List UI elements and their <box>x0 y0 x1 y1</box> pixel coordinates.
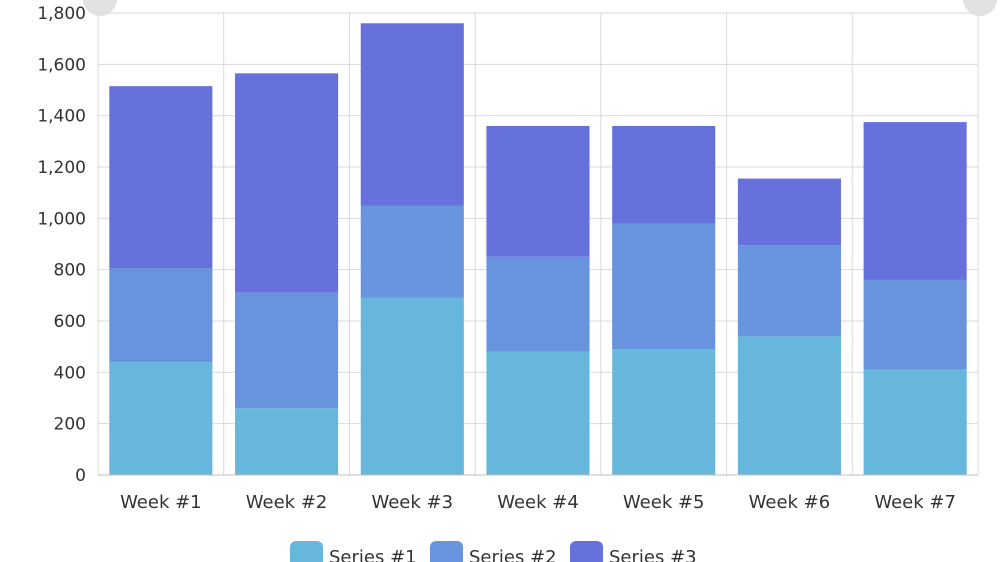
y-tick-label: 800 <box>54 261 86 281</box>
x-tick-label: Week #6 <box>749 492 831 513</box>
x-tick-label: Week #3 <box>371 492 453 513</box>
bar-series-3-1[interactable] <box>109 86 213 269</box>
y-tick-label: 1,000 <box>37 209 86 229</box>
x-tick-label: Week #7 <box>874 492 956 513</box>
bar-series-2-3[interactable] <box>360 205 464 298</box>
y-tick-label: 200 <box>54 415 86 435</box>
bar-series-2-2[interactable] <box>235 292 339 409</box>
y-tick-label: 1,400 <box>37 107 86 127</box>
y-tick-label: 600 <box>54 312 86 332</box>
bar-series-3-7[interactable] <box>863 122 967 280</box>
axes: 0 200 400 600 800 1,000 1,200 1,400 1,600 1,800 We… <box>37 4 978 513</box>
legend-label: Series #2 <box>469 547 557 562</box>
bar-series-1-2[interactable] <box>235 408 339 475</box>
bar-series-1-1[interactable] <box>109 362 213 475</box>
bar-series-2-6[interactable] <box>737 245 841 337</box>
x-tick-label: Week #4 <box>497 492 579 513</box>
bar-series-1-4[interactable] <box>486 351 590 475</box>
legend-swatch <box>570 541 603 562</box>
bar-series-2-7[interactable] <box>863 279 967 370</box>
bar-series-3-4[interactable] <box>486 125 590 257</box>
bar-series-1-5[interactable] <box>612 349 716 475</box>
legend-swatch <box>290 541 323 562</box>
x-tick-label: Week #5 <box>623 492 705 513</box>
legend-item[interactable]: Series #1 <box>290 541 417 562</box>
bar-series-3-6[interactable] <box>737 178 841 246</box>
legend-item[interactable]: Series #3 <box>570 541 697 562</box>
bar-series-3-2[interactable] <box>235 73 339 293</box>
y-tick-label: 1,200 <box>37 158 86 178</box>
legend-swatch <box>430 541 463 562</box>
bar-series-1-6[interactable] <box>737 336 841 475</box>
y-tick-label: 1,800 <box>37 4 86 24</box>
x-tick-label: Week #1 <box>120 492 202 513</box>
legend-label: Series #1 <box>329 547 417 562</box>
bar-series-1-7[interactable] <box>863 369 967 475</box>
left-nav-button[interactable] <box>83 0 117 16</box>
bar-series-3-3[interactable] <box>360 23 464 206</box>
bar-series-2-4[interactable] <box>486 256 590 352</box>
right-nav-button[interactable] <box>963 0 997 16</box>
bar-series-3-5[interactable] <box>612 125 716 224</box>
legend-label: Series #3 <box>609 547 697 562</box>
y-tick-label: 400 <box>54 363 86 383</box>
y-tick-label: 0 <box>75 466 86 486</box>
legend: Series #1 Series #2 Series #3 <box>290 541 697 562</box>
legend-item[interactable]: Series #2 <box>430 541 557 562</box>
x-tick-label: Week #2 <box>246 492 328 513</box>
y-tick-label: 1,600 <box>37 55 86 75</box>
bar-series-1-3[interactable] <box>360 297 464 475</box>
bars <box>109 23 967 475</box>
bar-series-2-1[interactable] <box>109 268 213 363</box>
bar-series-2-5[interactable] <box>612 223 716 350</box>
